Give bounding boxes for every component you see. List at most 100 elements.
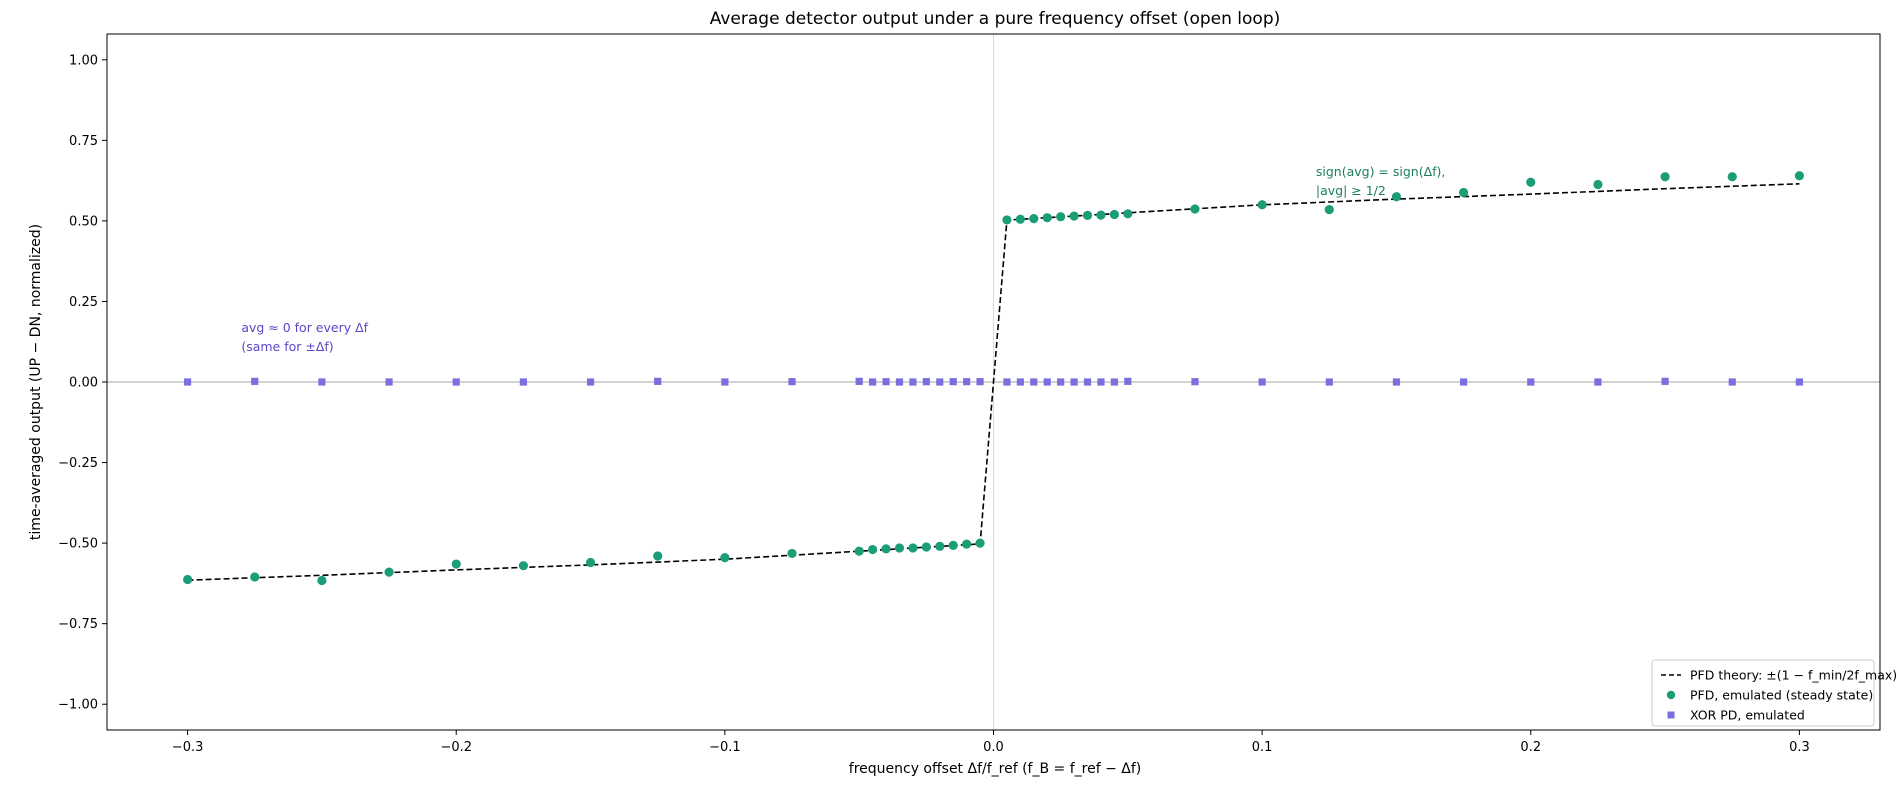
xor-point [1083, 378, 1092, 386]
pfd-point [1042, 213, 1052, 223]
xor-point [1003, 378, 1011, 386]
xor-point [385, 378, 393, 386]
y-tick-label: −0.25 [58, 456, 98, 471]
xor-point [519, 378, 527, 386]
annotation-line: |avg| ≥ 1/2 [1316, 183, 1386, 198]
xor-point [855, 377, 863, 385]
x-tick-label: −0.3 [172, 740, 204, 755]
xor-point [1325, 378, 1333, 386]
pfd-theory-line [187, 183, 1800, 581]
pfd-point [1109, 209, 1119, 220]
xor-point [909, 378, 917, 386]
xor-point [1070, 378, 1078, 386]
pfd-point [720, 553, 730, 563]
pfd-point [1459, 187, 1469, 198]
xor-point [452, 378, 460, 386]
pfd-point [1593, 179, 1603, 190]
annotation-line: sign(avg) = sign(Δf), [1316, 164, 1446, 179]
pfd-point [451, 559, 461, 569]
xor-point [1258, 378, 1266, 386]
xor-point [1594, 378, 1602, 386]
pfd-point [881, 544, 891, 554]
y-tick-label: −0.50 [58, 537, 98, 552]
x-tick-label: 0.0 [983, 740, 1004, 755]
annotation-pfd: sign(avg) = sign(Δf), |avg| ≥ 1/2 [1316, 164, 1446, 198]
legend-label: PFD theory: ±(1 − f_min/2f_max) [1690, 668, 1897, 683]
annotation-line: (same for ±Δf) [241, 339, 333, 354]
pfd-point [948, 540, 958, 550]
xor-point [251, 377, 259, 385]
pfd-point [921, 542, 931, 552]
chart-title: Average detector output under a pure fre… [710, 9, 1281, 29]
y-tick-label: −1.00 [58, 698, 98, 713]
xor-point [318, 378, 326, 386]
xor-point [1460, 378, 1468, 386]
xor-point [1392, 378, 1401, 386]
x-tick-label: 0.1 [1252, 740, 1273, 755]
legend-label: PFD, emulated (steady state) [1690, 688, 1873, 703]
y-tick-label: 1.00 [69, 53, 98, 68]
pfd-point [317, 575, 327, 586]
xor-point [882, 378, 890, 386]
pfd-point [250, 572, 260, 582]
xor-point [976, 378, 984, 386]
legend-label: XOR PD, emulated [1690, 708, 1805, 723]
xor-point [1124, 377, 1132, 385]
xor-point [1191, 378, 1199, 386]
x-axis-title: frequency offset Δf/f_ref (f_B = f_ref −… [849, 761, 1141, 777]
pfd-point [1324, 205, 1334, 215]
xor-point [922, 378, 930, 386]
pfd-point [908, 543, 918, 553]
xor-point [869, 378, 877, 386]
xor-point [963, 378, 971, 386]
xor-point [1110, 378, 1118, 386]
xor-point [1795, 378, 1804, 386]
xor-point [1661, 377, 1669, 385]
y-tick-label: 0.75 [69, 134, 98, 149]
annotation-line: avg ≈ 0 for every Δf [241, 320, 368, 335]
xor-point [721, 378, 729, 386]
pfd-point [182, 574, 193, 585]
pfd-point [1015, 214, 1025, 224]
pfd-point [1082, 210, 1093, 221]
xor-point [1057, 378, 1065, 386]
pfd-point [894, 543, 905, 553]
y-tick-label: 0.50 [69, 214, 98, 229]
xor-point [654, 377, 662, 385]
legend-marker-pfd [1666, 690, 1676, 700]
annotation-xor: avg ≈ 0 for every Δf (same for ±Δf) [241, 320, 368, 354]
y-axis-title: time-averaged output (UP − DN, normalize… [28, 224, 44, 540]
xor-point [1016, 378, 1024, 386]
pfd-point [1257, 200, 1267, 210]
xor-point [895, 378, 904, 386]
pfd-point [1727, 172, 1737, 182]
pfd-point [1660, 172, 1670, 182]
pfd-point [1123, 209, 1133, 219]
pfd-point [653, 551, 663, 561]
pfd-point [962, 539, 972, 549]
pfd-point [935, 541, 945, 551]
legend-marker-xor [1667, 711, 1675, 719]
pfd-point [1056, 212, 1066, 222]
pfd-point [384, 567, 394, 577]
xor-point [1097, 378, 1105, 386]
xor-point [586, 378, 595, 386]
x-tick-label: 0.3 [1789, 740, 1810, 755]
x-tick-label: −0.2 [440, 740, 472, 755]
xor-point [788, 378, 796, 386]
legend: PFD theory: ±(1 − f_min/2f_max) PFD, emul… [1651, 659, 1897, 727]
pfd-point [518, 561, 528, 571]
xor-point [949, 378, 957, 386]
pfd-point [1069, 211, 1079, 221]
xor-point [1043, 378, 1051, 386]
pfd-point [975, 538, 985, 548]
x-tick-label: −0.1 [709, 740, 741, 755]
pfd-point [1391, 192, 1402, 202]
xor-point [1728, 378, 1736, 386]
plot-area: −0.3 −0.2 −0.1 0.0 0.1 0.2 0.3 −1.00 −0.75 −0.50 −… [58, 33, 1897, 755]
pfd-point [868, 544, 878, 555]
xor-point [183, 378, 192, 386]
pfd-point [1096, 210, 1106, 220]
